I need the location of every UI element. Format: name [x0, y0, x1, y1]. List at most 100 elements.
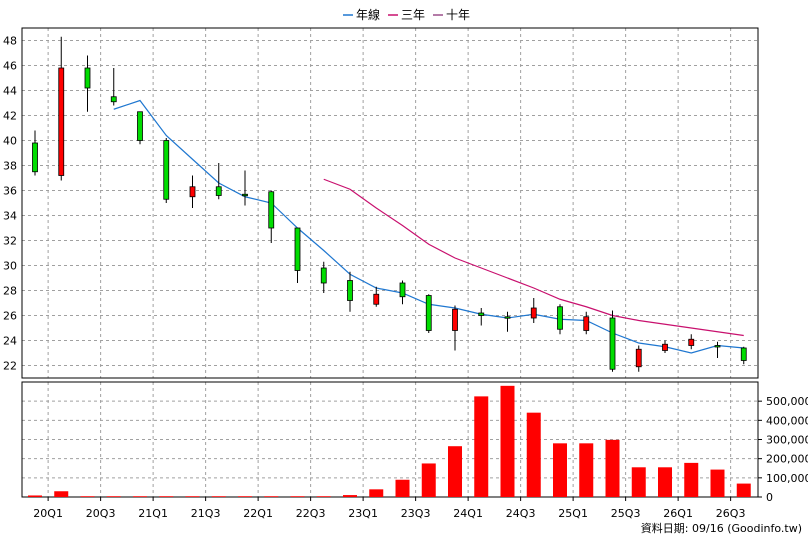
candle-body: [347, 280, 353, 301]
volume-bar: [159, 496, 174, 497]
candle-body: [714, 345, 721, 348]
candle-body: [189, 186, 196, 198]
candle-body: [137, 111, 143, 141]
candle-body: [452, 308, 458, 331]
volume-bar: [264, 496, 279, 497]
volume-bar: [185, 496, 200, 497]
volume-bar: [579, 443, 594, 497]
x-tick-label: 23Q1: [348, 507, 378, 520]
x-tick-label: 22Q1: [243, 507, 273, 520]
x-tick-label: 20Q3: [86, 507, 116, 520]
legend-label: 三年: [401, 8, 425, 22]
volume-bar: [605, 439, 620, 497]
legend-label: 年線: [356, 7, 380, 22]
series-line: [323, 178, 744, 337]
volume-tick-label: 400,000: [766, 414, 808, 427]
price-tick-label: 24: [3, 335, 17, 348]
volume-bar: [421, 463, 436, 497]
candle-body: [530, 307, 537, 319]
x-tick-label: 22Q3: [296, 507, 326, 520]
volume-bar: [631, 467, 646, 497]
price-tick-label: 28: [3, 285, 17, 298]
candle-body: [478, 312, 485, 316]
price-tick-label: 48: [3, 35, 17, 48]
volume-bar: [500, 385, 515, 497]
volume-bar: [553, 443, 567, 497]
candle-body: [215, 186, 222, 196]
volume-bar: [710, 469, 725, 497]
x-tick-label: 26Q1: [663, 507, 693, 520]
candle-body: [163, 140, 170, 200]
price-tick-label: 26: [3, 310, 17, 323]
volume-bar: [54, 491, 69, 497]
price-tick-label: 36: [3, 185, 17, 198]
axis-tick-labels: 22 24 26 28 30 32 34 36 38 40 42 44 46 48 0 100,000 200,…: [3, 35, 808, 521]
chart-axes: [21, 27, 762, 501]
volume-tick-label: 200,000: [766, 453, 808, 466]
candle-body: [320, 267, 327, 284]
candle-body: [609, 317, 616, 370]
volume-bar: [28, 495, 42, 497]
x-tick-label: 26Q3: [716, 507, 746, 520]
volume-panel-frame: [21, 381, 759, 498]
volume-bar: [211, 496, 226, 497]
volume-bar: [448, 446, 462, 497]
price-tick-label: 22: [3, 360, 17, 373]
price-candles: [32, 36, 747, 372]
volume-bar: [290, 496, 305, 497]
volume-tick-label: 0: [766, 491, 773, 504]
candle-body: [688, 338, 695, 346]
volume-bar: [316, 496, 331, 497]
volume-bar: [343, 495, 357, 497]
price-tick-label: 42: [3, 110, 17, 123]
x-tick-label: 25Q1: [558, 507, 588, 520]
candle-body: [583, 316, 590, 331]
volume-bars: [28, 385, 751, 497]
candle-body: [635, 348, 642, 368]
candle-body: [425, 295, 432, 331]
price-tick-label: 32: [3, 235, 17, 248]
volume-bar: [133, 496, 147, 497]
candle-body: [268, 191, 275, 229]
candle-body: [32, 142, 38, 173]
price-tick-label: 34: [3, 210, 17, 223]
candle-body: [399, 282, 406, 298]
candle-body: [242, 193, 248, 197]
volume-bar: [684, 462, 699, 497]
legend-label: 十年: [446, 8, 470, 22]
price-tick-label: 30: [3, 260, 17, 273]
volume-bar: [369, 489, 384, 497]
chart-legend: 年線 三年 十年: [343, 7, 470, 22]
volume-bar: [106, 496, 121, 497]
volume-bar: [395, 479, 410, 497]
candle-body: [740, 347, 747, 361]
volume-bar: [238, 496, 252, 497]
candle-body: [373, 293, 380, 305]
volume-bar: [736, 483, 751, 497]
x-tick-label: 21Q3: [191, 507, 221, 520]
price-tick-label: 46: [3, 60, 17, 73]
price-tick-label: 44: [3, 85, 17, 98]
x-tick-label: 24Q3: [506, 507, 536, 520]
price-panel-frame: [21, 27, 759, 379]
candle-body: [110, 96, 117, 103]
x-tick-label: 23Q3: [401, 507, 431, 520]
price-tick-label: 40: [3, 135, 17, 148]
volume-bar: [526, 412, 541, 497]
candle-body: [58, 67, 65, 176]
volume-bar: [80, 496, 95, 497]
volume-bar: [474, 396, 489, 497]
candle-body: [84, 67, 91, 89]
x-tick-label: 21Q1: [138, 507, 168, 520]
candle-body: [662, 343, 668, 351]
volume-tick-label: 300,000: [766, 434, 808, 447]
candle-body: [294, 227, 301, 271]
volume-tick-label: 500,000: [766, 395, 808, 408]
candle-body: [504, 316, 511, 319]
price-tick-label: 38: [3, 160, 17, 173]
x-tick-label: 20Q1: [33, 507, 63, 520]
x-tick-label: 25Q3: [611, 507, 641, 520]
volume-tick-label: 100,000: [766, 472, 808, 485]
